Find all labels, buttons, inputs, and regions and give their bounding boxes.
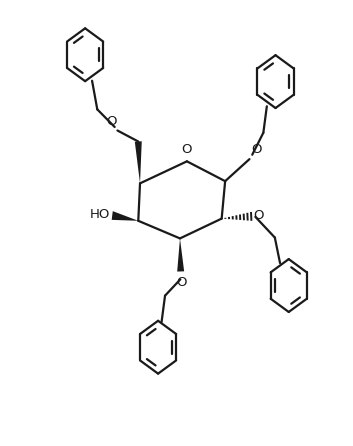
Polygon shape (112, 211, 138, 221)
Text: O: O (181, 143, 191, 156)
Text: O: O (106, 115, 117, 128)
Polygon shape (177, 239, 184, 272)
Text: O: O (176, 276, 186, 289)
Text: HO: HO (90, 208, 110, 221)
Polygon shape (135, 141, 142, 183)
Text: O: O (253, 209, 264, 222)
Text: O: O (251, 144, 261, 157)
